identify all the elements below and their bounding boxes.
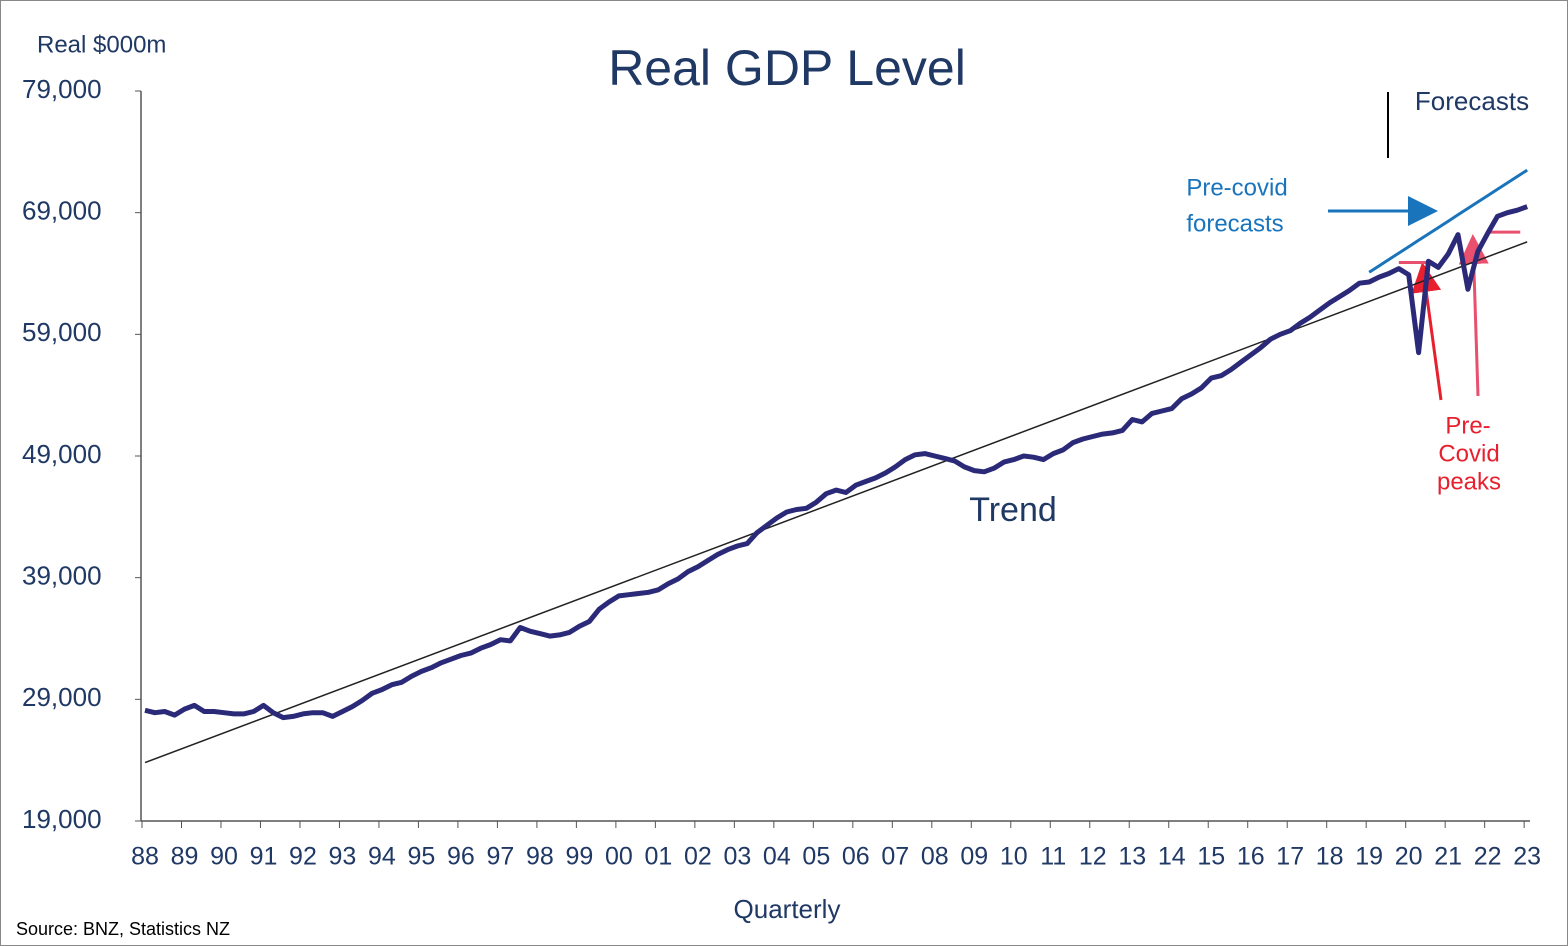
x-tick-label: 88: [131, 843, 159, 871]
x-tick-label: 07: [881, 843, 909, 871]
x-tick-label: 93: [329, 843, 357, 871]
x-tick-label: 00: [605, 843, 633, 871]
y-tick-label: 59,000: [22, 317, 102, 347]
x-tick-label: 19: [1355, 843, 1383, 871]
x-tick-label: 02: [684, 843, 712, 871]
x-tick-label: 17: [1276, 843, 1304, 871]
x-tick-label: 03: [723, 843, 751, 871]
y-tick-label: 79,000: [22, 74, 102, 104]
x-tick-label: 98: [526, 843, 554, 871]
peaks-label: peaks: [1437, 468, 1501, 495]
x-tick-label: 05: [802, 843, 830, 871]
x-tick-label: 21: [1434, 843, 1462, 871]
x-tick-label: 10: [1000, 843, 1028, 871]
precovid-label: forecasts: [1186, 210, 1283, 237]
x-tick-label: 15: [1197, 843, 1225, 871]
x-tick-label: 13: [1118, 843, 1146, 871]
x-tick-label: 20: [1395, 843, 1423, 871]
x-tick-label: 16: [1237, 843, 1265, 871]
y-tick-label: 19,000: [22, 804, 102, 834]
x-tick-label: 22: [1474, 843, 1502, 871]
y-tick-label: 29,000: [22, 682, 102, 712]
peaks-label: Covid: [1438, 440, 1499, 467]
y-tick-label: 69,000: [22, 196, 102, 226]
x-tick-label: 92: [289, 843, 317, 871]
x-tick-label: 06: [842, 843, 870, 871]
x-tick-label: 99: [565, 843, 593, 871]
y-axis-label: Real $000m: [37, 31, 166, 58]
x-tick-label: 97: [487, 843, 515, 871]
x-tick-label: 95: [408, 843, 436, 871]
x-tick-label: 01: [644, 843, 672, 871]
x-tick-label: 09: [960, 843, 988, 871]
trend-line: [144, 241, 1528, 764]
source: Source: BNZ, Statistics NZ: [16, 919, 230, 939]
peaks-label: Pre-: [1445, 412, 1490, 439]
x-tick-label: 89: [171, 843, 199, 871]
y-tick-label: 39,000: [22, 561, 102, 591]
trend-label: Trend: [969, 491, 1057, 529]
x-tick-label: 91: [250, 843, 278, 871]
y-tick-label: 49,000: [22, 439, 102, 469]
series-line: [1368, 168, 1529, 274]
x-tick-label: 12: [1079, 843, 1107, 871]
x-tick-label: 11: [1040, 843, 1066, 871]
x-tick-label: 94: [368, 843, 396, 871]
x-tick-label: 96: [447, 843, 475, 871]
x-tick-label: 04: [763, 843, 791, 871]
precovid-label: Pre-covid: [1186, 174, 1287, 201]
x-tick-label: 08: [921, 843, 949, 871]
x-tick-label: 14: [1158, 843, 1186, 871]
forecasts-label: Forecasts: [1415, 86, 1529, 116]
series-line: [144, 204, 1529, 721]
x-axis-label: Quarterly: [734, 894, 841, 924]
chart-title: Real GDP Level: [608, 40, 966, 96]
x-tick-label: 18: [1316, 843, 1344, 871]
x-tick-label: 23: [1513, 843, 1541, 871]
x-tick-label: 90: [210, 843, 238, 871]
